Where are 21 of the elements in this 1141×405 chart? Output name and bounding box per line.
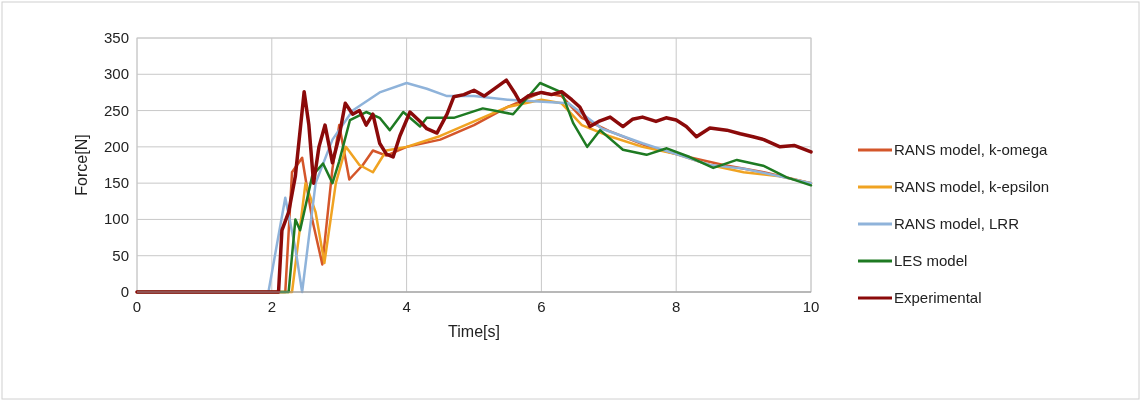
x-tick-label: 8 (672, 298, 681, 315)
x-tick-label: 2 (267, 298, 276, 315)
x-tick-label: 4 (402, 298, 411, 315)
y-tick-label: 100 (103, 210, 129, 228)
y-tick-label: 200 (103, 137, 129, 155)
y-tick-label: 150 (103, 174, 129, 192)
y-tick-label: 300 (103, 65, 129, 83)
x-tick-label: 0 (132, 298, 142, 315)
y-tick-label: 50 (112, 246, 129, 264)
legend-label: Experimental (894, 289, 982, 306)
y-axis-title: Force[N] (73, 134, 90, 196)
legend-label: RANS model, k-epsilon (894, 178, 1050, 195)
legend-label: RANS model, k-omega (894, 141, 1049, 158)
legend-label: LES model (894, 252, 968, 269)
y-tick-label: 250 (103, 101, 129, 119)
x-axis-title: Time[s] (448, 323, 500, 340)
x-tick-label: 6 (537, 298, 546, 315)
y-tick-label: 350 (103, 29, 129, 46)
legend-label: RANS model, LRR (894, 215, 1020, 232)
y-tick-label: 0 (120, 283, 129, 300)
x-tick-label: 10 (802, 298, 820, 315)
